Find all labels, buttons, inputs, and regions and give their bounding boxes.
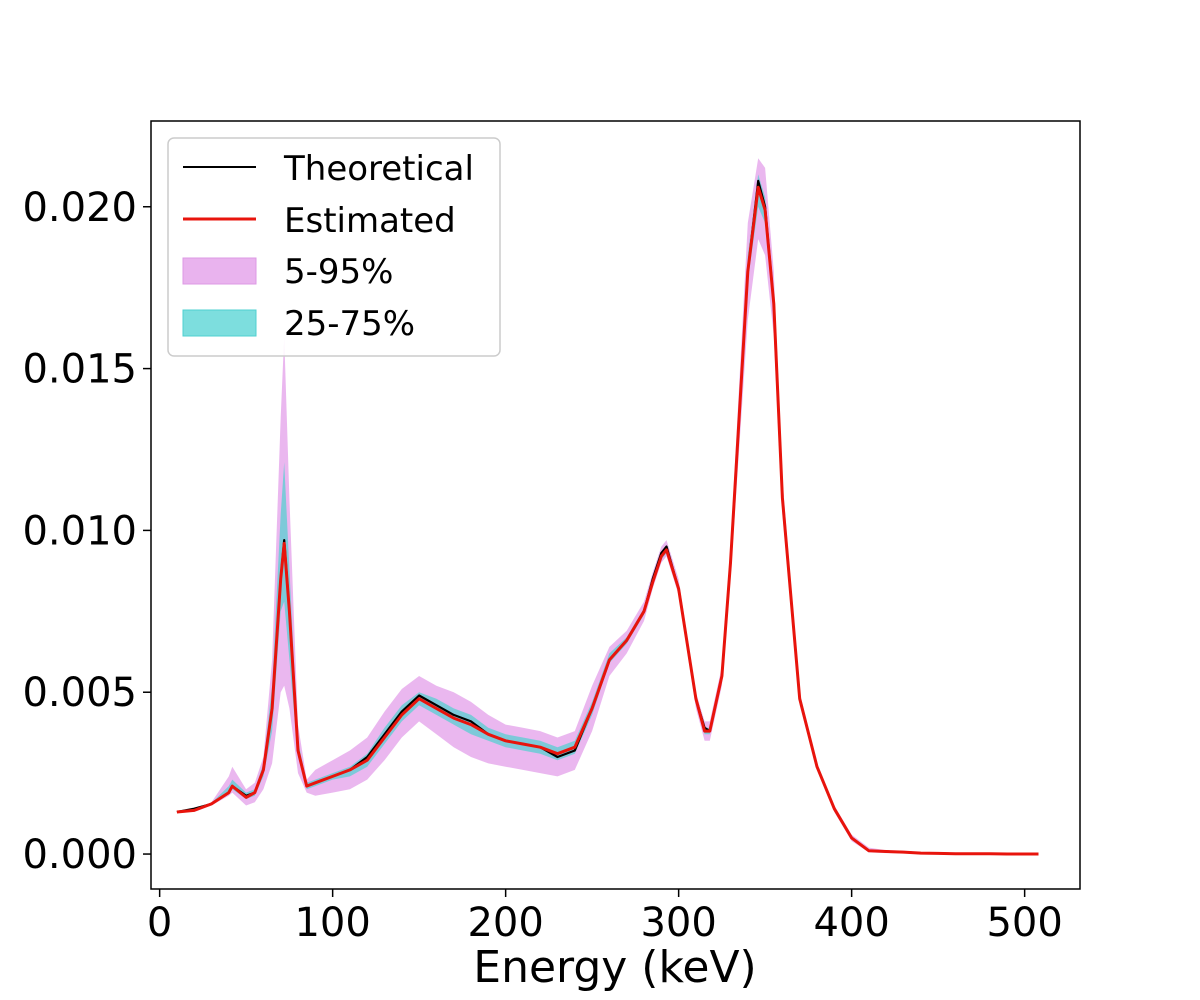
x-tick-label: 400 — [813, 900, 889, 946]
legend-label-theoretical: Theoretical — [283, 149, 474, 189]
y-axis: 0.000 0.005 0.010 0.015 0.020 — [22, 185, 151, 878]
x-tick-label: 200 — [467, 900, 543, 946]
legend-swatch-5-95 — [182, 257, 257, 285]
band-layer — [176, 158, 1039, 854]
legend-swatch-25-75 — [182, 309, 257, 337]
y-tick-label: 0.005 — [22, 670, 137, 716]
legend-label-5-95: 5-95% — [284, 252, 393, 292]
series-line-estimated — [176, 185, 1039, 856]
y-tick-label: 0.010 — [22, 508, 137, 554]
y-tick-label: 0.015 — [22, 347, 137, 393]
x-axis-title: Energy (keV) — [473, 942, 756, 993]
legend-label-estimated: Estimated — [284, 201, 456, 241]
legend: Theoretical Estimated 5-95% 25-75% — [167, 137, 501, 357]
x-tick-label: 0 — [147, 900, 172, 946]
y-tick-label: 0.000 — [22, 832, 137, 878]
x-tick-label: 500 — [986, 900, 1062, 946]
band-5-95 — [176, 158, 1039, 854]
legend-frame — [167, 137, 501, 357]
line-layer — [176, 179, 1039, 856]
x-tick-label: 300 — [640, 900, 716, 946]
legend-label-25-75: 25-75% — [284, 304, 415, 344]
y-tick-label: 0.020 — [22, 185, 137, 231]
x-axis: 0 100 200 300 400 500 — [147, 889, 1063, 946]
x-tick-label: 100 — [294, 900, 370, 946]
plot-frame — [150, 120, 1081, 890]
